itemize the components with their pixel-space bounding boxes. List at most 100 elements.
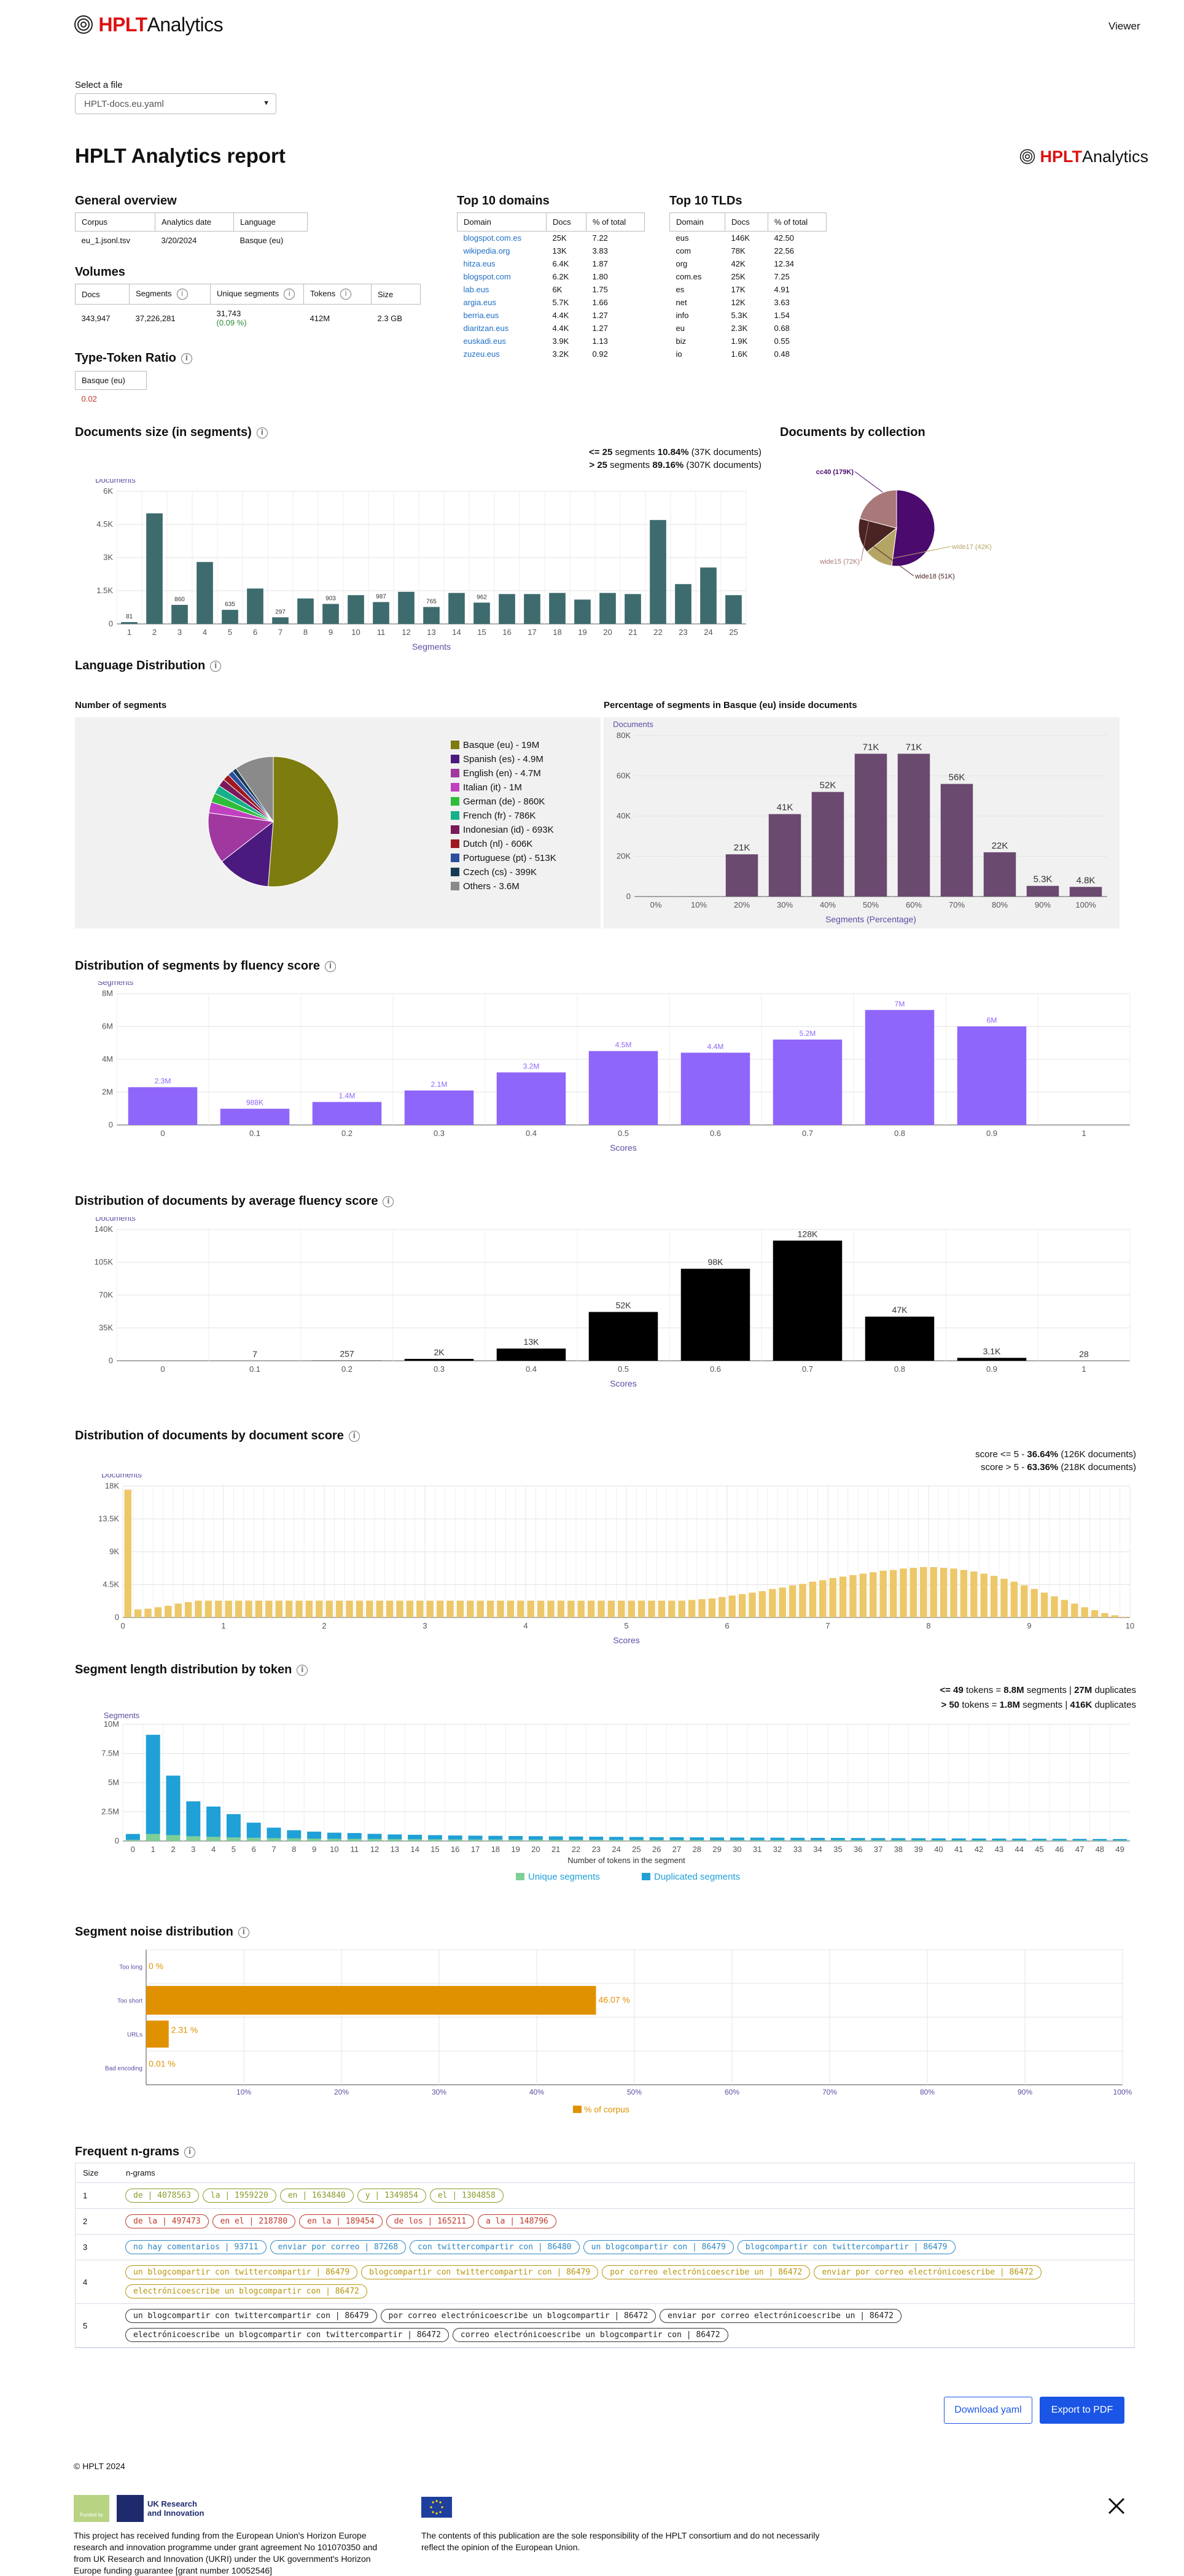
bar: [1010, 1581, 1018, 1617]
data-label: 962: [477, 594, 487, 601]
legend-swatch: [642, 1873, 650, 1880]
data-label: 52K: [616, 1301, 632, 1310]
table-cell[interactable]: berria.eus: [463, 311, 499, 320]
x-tick-label: 2: [171, 1845, 175, 1854]
table-row: net 12K 3.63: [670, 296, 827, 309]
table-cell: 1.27: [592, 311, 608, 320]
ngram-pill: de la | 497473: [125, 2214, 209, 2228]
table-cell[interactable]: zuzeu.eus: [463, 349, 500, 359]
info-icon[interactable]: i: [284, 289, 295, 300]
table-cell[interactable]: lab.eus: [463, 285, 489, 294]
legend-label: English (en) - 4.7M: [463, 768, 541, 779]
y-tick-label: 3K: [103, 553, 113, 562]
table-cell: 7.22: [592, 233, 608, 243]
volumes-table: Docs Segments i Unique segments i Tokens i …: [75, 284, 421, 332]
x-tick-label: 0.6: [710, 1364, 721, 1374]
bar: [347, 1839, 362, 1841]
info-icon[interactable]: i: [256, 427, 268, 438]
table-cell[interactable]: blogspot.com: [463, 272, 511, 281]
data-label: 635: [225, 601, 235, 608]
bar: [373, 602, 389, 624]
info-icon[interactable]: i: [210, 660, 222, 672]
ngram-size: 1: [83, 2191, 88, 2200]
bar: [649, 1837, 664, 1840]
bar: [768, 814, 801, 897]
ngram-pill: enviar por correo electrónicoescribe | 8…: [814, 2265, 1042, 2279]
bar: [609, 1840, 624, 1841]
export-pdf-button[interactable]: Export to PDF: [1040, 2397, 1124, 2424]
x-tick-label: 3: [177, 628, 182, 637]
x-tick-label: 4: [203, 628, 207, 637]
bar: [197, 562, 213, 624]
y-tick-label: Bad encoding: [105, 2066, 142, 2072]
table-cell[interactable]: wikipedia.org: [463, 246, 510, 255]
data-label: 987: [376, 593, 386, 600]
x-twitter-icon[interactable]: [1107, 2497, 1126, 2515]
bar: [1032, 1839, 1046, 1841]
table-cell: 1.13: [592, 337, 608, 346]
x-tick-label: 1: [1081, 1129, 1086, 1138]
disclaimer-text: The contents of this publication are the…: [421, 2531, 820, 2552]
table-header: Size: [371, 284, 421, 305]
language-distribution-title: Language Distribution i: [75, 659, 222, 673]
bar: [146, 513, 163, 624]
collection-pie-chart: cc40 (179K) wide17 (42K) wide18 (51K) wide1…: [816, 469, 992, 580]
table-row: argia.eus 5.7K 1.66: [458, 296, 645, 309]
table-cell: 2.3K: [731, 324, 748, 333]
x-tick-label: 20: [603, 628, 612, 637]
x-tick-label: 0.4: [526, 1364, 537, 1374]
logo-analytics: Analytics: [1082, 147, 1149, 166]
bar: [416, 1600, 424, 1617]
legend-label: Indonesian (id) - 693K: [463, 825, 554, 835]
bar: [811, 792, 844, 897]
segment-length-stats: <= 49 tokens = 8.8M segments | 27M dupli…: [940, 1685, 1136, 1710]
bar: [871, 1840, 886, 1841]
table-cell: com: [676, 246, 691, 255]
info-icon[interactable]: i: [184, 2146, 196, 2158]
download-yaml-button[interactable]: Download yaml: [944, 2397, 1032, 2424]
bar: [680, 1269, 750, 1361]
app-logo[interactable]: HPLTAnalytics: [74, 14, 224, 36]
table-cell: 22.56: [774, 246, 795, 255]
y-tick-label: 20K: [617, 852, 631, 861]
info-icon[interactable]: i: [181, 352, 192, 364]
file-select[interactable]: HPLT-docs.eu.yaml ▼: [75, 93, 276, 114]
info-icon[interactable]: i: [383, 1196, 394, 1207]
table-cell[interactable]: blogspot.com.es: [463, 233, 522, 243]
table-cell: 1.66: [592, 298, 608, 307]
bar: [367, 1839, 382, 1841]
bar: [972, 1838, 986, 1841]
bar: [588, 1051, 658, 1125]
table-cell[interactable]: diaritzan.eus: [463, 324, 509, 333]
info-icon[interactable]: i: [297, 1664, 308, 1676]
info-icon[interactable]: i: [348, 1430, 360, 1442]
bar: [497, 1600, 504, 1617]
table-cell[interactable]: hitza.eus: [463, 259, 496, 268]
document-score-chart: Documents 0 4.5K 9K 13.5K 18K 0 1 2 3 4 5 6 7 8 9 10 Scor…: [98, 1474, 1134, 1645]
info-icon[interactable]: i: [238, 1926, 249, 1938]
segment-noise-title: Segment noise distribution i: [75, 1925, 249, 1939]
bar: [125, 1840, 140, 1841]
bar: [628, 1600, 635, 1617]
x-tick-label: 0.8: [894, 1129, 905, 1138]
viewer-link[interactable]: Viewer: [1108, 20, 1140, 32]
table-cell[interactable]: argia.eus: [463, 298, 496, 307]
info-icon[interactable]: i: [324, 960, 336, 972]
x-tick-label: 17: [528, 628, 536, 637]
info-icon[interactable]: i: [340, 289, 352, 300]
x-tick-label: 1: [221, 1621, 225, 1630]
bar: [992, 1840, 1007, 1841]
table-cell[interactable]: euskadi.eus: [463, 337, 506, 346]
ngram-pill: a la | 148796: [478, 2214, 556, 2228]
x-tick-label: 90%: [1035, 900, 1051, 909]
table-cell: 5.3K: [731, 311, 748, 320]
bar: [931, 1838, 946, 1840]
y-tick-label: 0: [115, 1836, 119, 1845]
bar: [569, 1836, 583, 1840]
x-tick-label: 28: [693, 1845, 701, 1854]
table-cell: 42.50: [774, 233, 795, 243]
bar: [154, 1607, 162, 1617]
info-icon[interactable]: i: [176, 289, 188, 300]
table-cell: info: [676, 311, 689, 320]
bar: [625, 594, 641, 624]
